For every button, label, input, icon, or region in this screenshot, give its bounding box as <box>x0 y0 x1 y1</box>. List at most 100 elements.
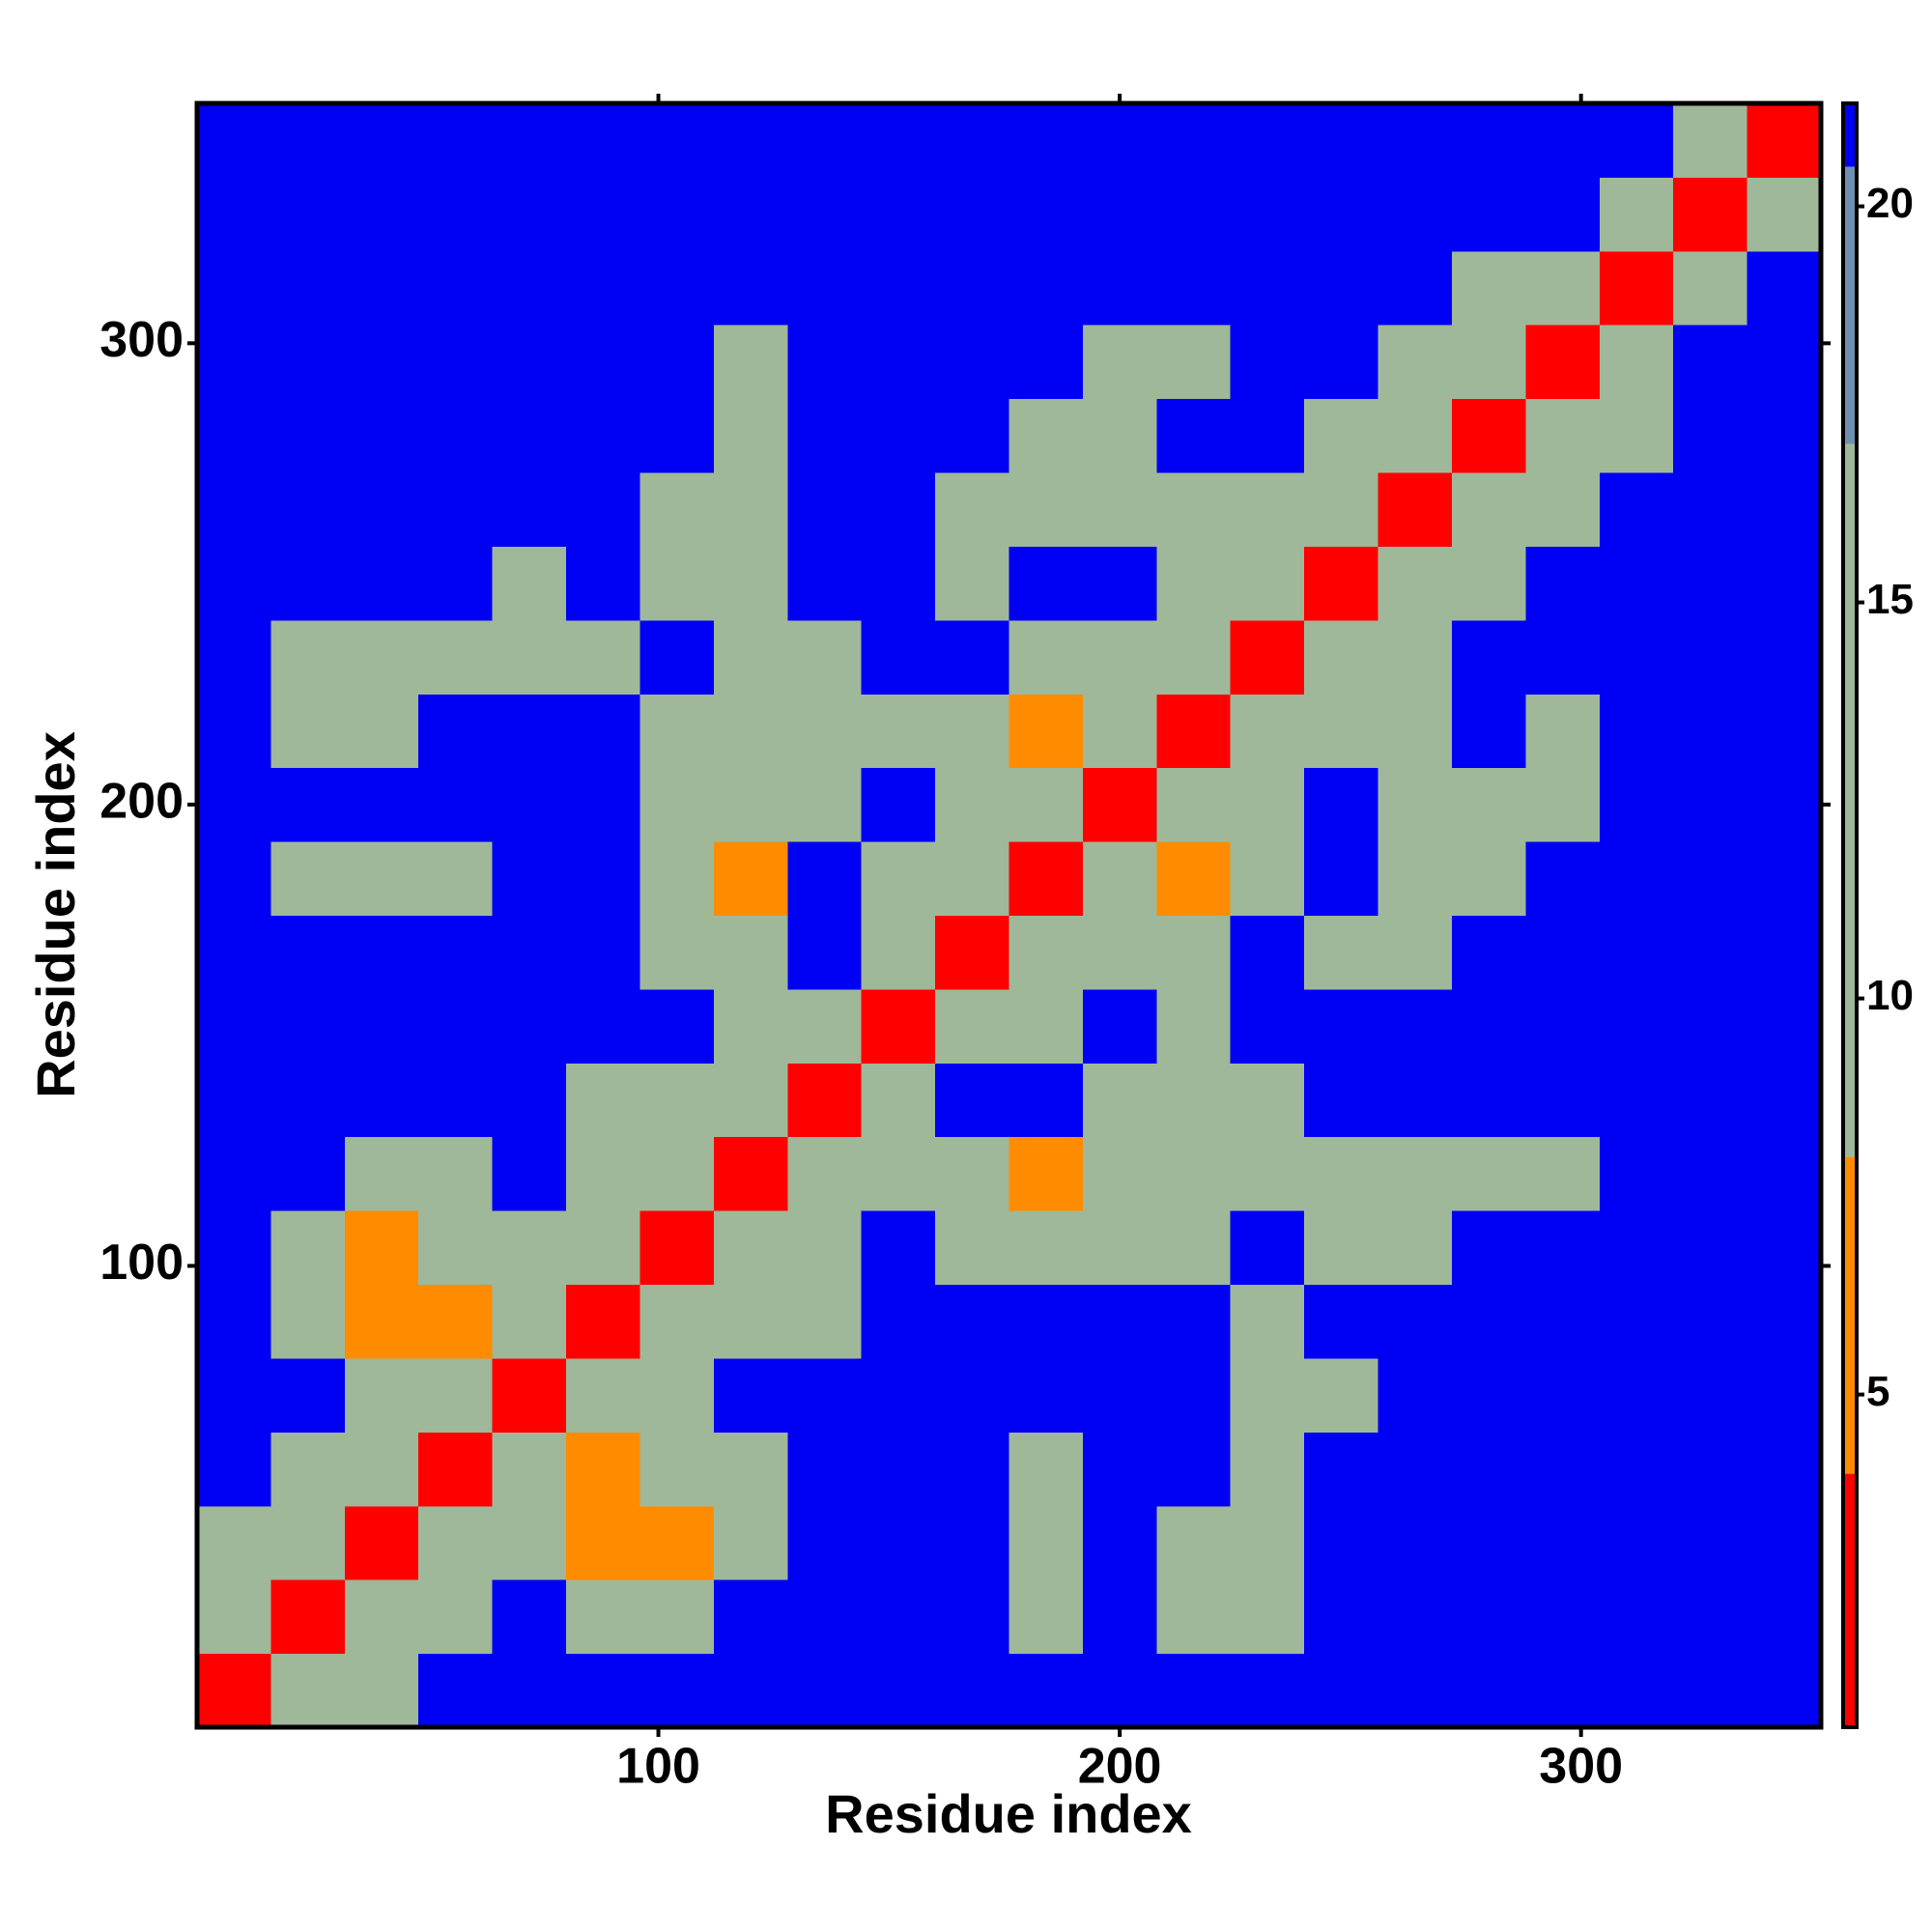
cell <box>197 767 271 842</box>
cell <box>492 472 567 547</box>
cell <box>1304 619 1379 695</box>
cell <box>1009 177 1084 252</box>
cell <box>1304 1284 1379 1359</box>
cell <box>1230 1284 1305 1359</box>
cell <box>787 915 863 990</box>
cell <box>197 1136 271 1211</box>
cell <box>1230 398 1305 473</box>
cell <box>1673 325 1748 400</box>
cell <box>787 1210 863 1286</box>
cell <box>1082 1063 1157 1138</box>
cell <box>1378 694 1453 769</box>
cell <box>1378 1063 1453 1138</box>
cell <box>344 1210 419 1286</box>
cell <box>1451 1653 1526 1728</box>
cell <box>1304 546 1379 621</box>
cell <box>1599 1284 1674 1359</box>
cell <box>418 1579 494 1655</box>
cell <box>1525 546 1601 621</box>
cell <box>1599 767 1674 842</box>
cell <box>861 177 936 252</box>
cell <box>787 988 863 1064</box>
cell <box>566 472 640 547</box>
cell <box>861 1136 936 1211</box>
cell <box>1525 1357 1601 1433</box>
cell <box>1378 325 1453 400</box>
cell <box>1156 398 1232 473</box>
cell <box>197 915 271 990</box>
cell <box>1747 472 1822 547</box>
cell <box>1599 694 1674 769</box>
cell <box>1378 1579 1453 1655</box>
cell <box>861 841 936 916</box>
cell <box>1082 619 1157 695</box>
cell <box>1230 250 1305 326</box>
cell <box>1378 841 1453 916</box>
cell <box>713 1284 788 1359</box>
cell <box>566 619 640 695</box>
cell <box>713 1357 788 1433</box>
cell <box>787 841 863 916</box>
cell <box>1082 398 1157 473</box>
cell <box>1673 841 1748 916</box>
cell <box>1009 398 1084 473</box>
cell <box>270 1579 346 1655</box>
cell <box>1451 1284 1526 1359</box>
cell <box>1525 841 1601 916</box>
cell <box>1599 472 1674 547</box>
colorbar-tick-label: 20 <box>1866 180 1914 227</box>
cell <box>197 1210 271 1286</box>
cell <box>1378 1210 1453 1286</box>
cell <box>197 250 271 326</box>
heatmap <box>197 103 1822 1728</box>
cell <box>1599 325 1674 400</box>
cell <box>270 1284 346 1359</box>
cell <box>1156 694 1232 769</box>
cell <box>1747 1136 1822 1211</box>
cell <box>566 988 640 1064</box>
cell <box>1009 325 1084 400</box>
cell <box>344 1063 419 1138</box>
cell <box>935 1063 1009 1138</box>
cell <box>566 398 640 473</box>
y-tick-label: 200 <box>99 774 184 830</box>
cell <box>1230 694 1305 769</box>
cell <box>1378 915 1453 990</box>
cell <box>787 177 863 252</box>
cell <box>1230 1505 1305 1580</box>
cell <box>1230 988 1305 1064</box>
cell <box>1230 1357 1305 1433</box>
cell <box>1230 177 1305 252</box>
cell <box>1378 250 1453 326</box>
cell <box>1599 1432 1674 1507</box>
cell <box>1525 472 1601 547</box>
cell <box>1230 1579 1305 1655</box>
cell <box>492 177 567 252</box>
cell <box>197 103 271 178</box>
cell <box>1673 546 1748 621</box>
cell <box>1082 1579 1157 1655</box>
cell <box>1451 841 1526 916</box>
cell <box>1009 694 1084 769</box>
cell <box>418 1210 494 1286</box>
cell <box>1451 1210 1526 1286</box>
cell <box>639 177 715 252</box>
cell <box>861 1357 936 1433</box>
cell <box>935 177 1009 252</box>
cell <box>1082 767 1157 842</box>
cell <box>270 472 346 547</box>
cell <box>1599 1357 1674 1433</box>
cell <box>1673 915 1748 990</box>
cell <box>1156 325 1232 400</box>
cell <box>1156 177 1232 252</box>
cell <box>566 1357 640 1433</box>
cell <box>1230 767 1305 842</box>
cell <box>1747 1579 1822 1655</box>
cell <box>1673 988 1748 1064</box>
cell <box>492 841 567 916</box>
cell <box>1230 472 1305 547</box>
colorbar-tick-label: 10 <box>1866 972 1914 1019</box>
cell <box>1747 177 1822 252</box>
cell <box>1009 1063 1084 1138</box>
cell <box>787 1579 863 1655</box>
